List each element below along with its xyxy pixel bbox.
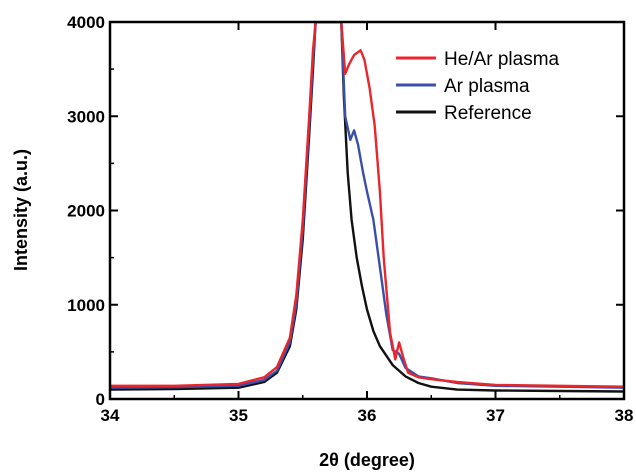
x-tick-label: 35: [229, 406, 248, 425]
x-tick-label: 36: [358, 406, 377, 425]
x-tick-label: 37: [486, 406, 505, 425]
legend: He/Ar plasma Ar plasma Reference: [396, 49, 560, 124]
series-line-he-ar-plasma: [110, 22, 624, 388]
series-layer: [110, 22, 624, 393]
x-axis-label: 2θ (degree): [319, 450, 415, 470]
y-tick-label: 4000: [67, 13, 105, 32]
y-axis-label: Intensity (a.u.): [11, 149, 31, 271]
y-tick-label: 1000: [67, 296, 105, 315]
ticks-layer: 34 35 36 37 38 0 1000 2000 3000 4000: [67, 13, 633, 425]
legend-label: He/Ar plasma: [444, 49, 560, 70]
y-tick-label: 3000: [67, 107, 105, 126]
legend-label: Ar plasma: [444, 76, 530, 97]
legend-label: Reference: [444, 103, 532, 124]
x-tick-label: 38: [615, 406, 634, 425]
y-tick-label: 2000: [67, 202, 105, 221]
x-tick-label: 34: [101, 406, 120, 425]
y-tick-label: 0: [96, 390, 105, 409]
